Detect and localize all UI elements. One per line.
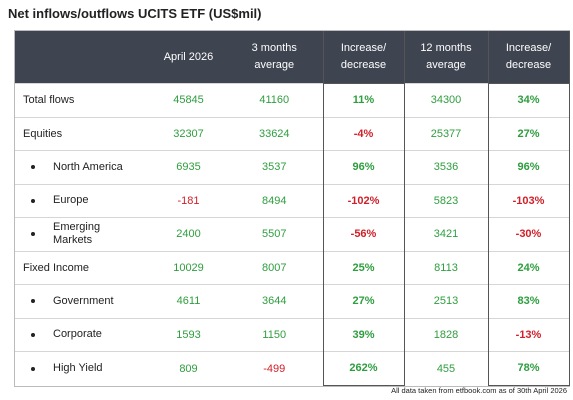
row-label: High Yield [15, 351, 151, 385]
value-cell: 11% [322, 83, 405, 117]
row: Total flows 45845 41160 11% 34300 34% [15, 83, 570, 117]
value-cell: 34300 [404, 83, 488, 117]
value-cell: 2513 [404, 284, 488, 318]
label-text: Corporate [53, 328, 102, 341]
value-cell: -30% [487, 217, 570, 251]
value-cell: 2400 [151, 217, 226, 251]
row-label: Government [15, 284, 151, 318]
row-label: Emerging Markets [15, 217, 151, 251]
value-cell: 45845 [151, 83, 226, 117]
row-label: Corporate [15, 317, 151, 352]
label-wrap: Government [31, 295, 151, 308]
value-cell: -13% [487, 317, 570, 352]
value-cell: 32307 [151, 116, 226, 151]
value-cell: 25% [322, 250, 405, 285]
bullet [31, 366, 35, 371]
sub-row: Government 4611 3644 27% 2513 83% [15, 284, 570, 318]
value-cell: 3536 [404, 150, 488, 184]
value-cell: 3421 [404, 217, 488, 251]
value-cell: 5507 [226, 217, 323, 251]
column-header: Increase/ decrease [487, 31, 570, 84]
label-text: North America [53, 160, 123, 173]
value-cell: 27% [322, 284, 405, 318]
value-cell: 809 [151, 351, 226, 385]
column-header: 12 months average [404, 31, 488, 84]
value-cell: 10029 [151, 250, 226, 285]
value-cell: 6935 [151, 150, 226, 184]
row-label: Equities [15, 116, 151, 151]
row: Equities 32307 33624 -4% 25377 27% [15, 116, 570, 151]
value-cell: 1150 [226, 317, 323, 352]
value-cell: -4% [322, 116, 405, 151]
label-wrap: Emerging Markets [31, 221, 151, 247]
header-blank [15, 31, 151, 84]
value-cell: 1828 [404, 317, 488, 352]
value-cell: -499 [226, 351, 323, 385]
value-cell: 5823 [404, 183, 488, 218]
bullet [31, 165, 35, 170]
row: Fixed Income 10029 8007 25% 8113 24% [15, 250, 570, 285]
sub-row: Europe -181 8494 -102% 5823 -103% [15, 183, 570, 218]
value-cell: 34% [487, 83, 570, 117]
sub-row: Corporate 1593 1150 39% 1828 -13% [15, 317, 570, 352]
value-cell: 3644 [226, 284, 323, 318]
sub-row: Emerging Markets 2400 5507 -56% 3421 -30% [15, 217, 570, 251]
value-cell: 4611 [151, 284, 226, 318]
value-cell: -181 [151, 183, 226, 218]
label-text: Government [53, 294, 114, 307]
table-body: Total flows 45845 41160 11% 34300 34% Equities… [15, 83, 570, 386]
bullet [31, 332, 35, 337]
row-label: North America [15, 150, 151, 184]
header-row: April 2026 3 months average Increase/ decr… [15, 31, 570, 84]
value-cell: 41160 [226, 83, 323, 117]
label-wrap: Corporate [31, 328, 151, 341]
bullet [31, 198, 35, 203]
value-cell: 96% [322, 150, 405, 184]
value-cell: -103% [487, 183, 570, 218]
sub-row: North America 6935 3537 96% 3536 96% [15, 150, 570, 184]
value-cell: 8494 [226, 183, 323, 218]
value-cell: 8007 [226, 250, 323, 285]
value-cell: 8113 [404, 250, 488, 285]
value-cell: 455 [404, 351, 488, 385]
row-label: Total flows [15, 83, 151, 117]
value-cell: 3537 [226, 150, 323, 184]
column-header: 3 months average [226, 31, 323, 84]
label-text: Europe [53, 194, 89, 207]
bullet [31, 232, 35, 237]
value-cell: -56% [322, 217, 405, 251]
footnote: All data taken from etfbook.com as of 30… [391, 386, 567, 395]
value-cell: 96% [487, 150, 570, 184]
value-cell: 24% [487, 250, 570, 285]
value-cell: 39% [322, 317, 405, 352]
label-wrap: Europe [31, 194, 151, 207]
value-cell: 1593 [151, 317, 226, 352]
table-frame: April 2026 3 months average Increase/ decr… [14, 30, 570, 387]
label-text: High Yield [53, 362, 103, 374]
table-title: Net inflows/outflows UCITS ETF (US$mil) [8, 6, 262, 21]
value-cell: 83% [487, 284, 570, 318]
flows-table: April 2026 3 months average Increase/ decr… [15, 31, 570, 386]
sub-row: High Yield 809 -499 262% 455 78% [15, 351, 570, 386]
value-cell: 78% [487, 351, 570, 386]
label-wrap: High Yield [31, 362, 151, 375]
row-label: Fixed Income [15, 250, 151, 285]
column-header: Increase/ decrease [322, 31, 405, 84]
value-cell: 262% [322, 351, 405, 386]
column-header: April 2026 [151, 31, 226, 84]
value-cell: 33624 [226, 116, 323, 151]
row-label: Europe [15, 183, 151, 218]
value-cell: 25377 [404, 116, 488, 151]
bullet [31, 299, 35, 304]
label-wrap: North America [31, 161, 151, 174]
value-cell: 27% [487, 116, 570, 151]
label-text: Emerging Markets [53, 221, 101, 247]
value-cell: -102% [322, 183, 405, 218]
